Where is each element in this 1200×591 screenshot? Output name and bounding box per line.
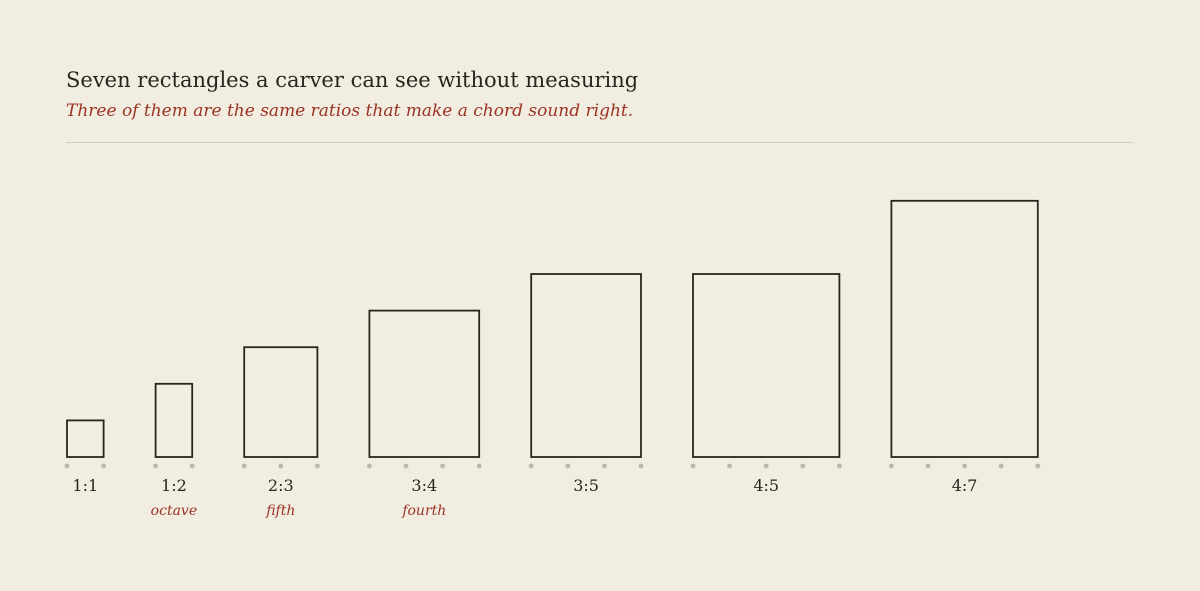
ratio-label: 1:2 — [161, 476, 187, 495]
interval-label: octave — [151, 503, 197, 519]
part-dot — [998, 463, 1004, 469]
ratio-label: 4:7 — [952, 476, 978, 495]
part-dot — [565, 463, 571, 469]
ratio-label: 3:5 — [573, 476, 599, 495]
ratio-rectangle — [530, 273, 642, 458]
part-dot — [690, 463, 696, 469]
ratio-label: 1:1 — [72, 476, 98, 495]
part-dot — [278, 463, 284, 469]
part-dot — [64, 463, 70, 469]
part-dot — [602, 463, 607, 469]
part-dot — [403, 463, 409, 469]
ratio-label: 2:3 — [268, 476, 294, 495]
ratio-rectangle — [692, 273, 841, 458]
part-dot — [1035, 463, 1041, 469]
part-dot — [889, 463, 894, 469]
ratio-label: 3:4 — [411, 476, 437, 495]
part-dot — [476, 463, 482, 469]
ratio-group-1-2: 1:2 octave — [151, 382, 197, 519]
ratio-group-3-4: 3:4 fourth — [367, 309, 482, 519]
part-dot — [763, 463, 769, 469]
divider-rule — [66, 142, 1133, 143]
part-dot — [101, 463, 106, 469]
part-dot — [962, 463, 967, 469]
part-dot — [837, 463, 842, 469]
part-dot — [241, 463, 247, 469]
ratio-rectangle — [890, 199, 1039, 458]
interval-label: fourth — [401, 503, 446, 519]
part-dot — [315, 463, 320, 469]
ratio-group-4-5: 4:5 — [690, 273, 842, 495]
ratio-group-2-3: 2:3 fifth — [241, 346, 320, 519]
part-dot — [440, 463, 445, 469]
interval-label: fifth — [265, 503, 295, 519]
part-dot — [189, 463, 195, 469]
ratio-rectangle — [243, 346, 319, 458]
ratio-label: 4:5 — [753, 476, 779, 495]
part-dot — [727, 463, 732, 469]
page-title: Seven rectangles a carver can see withou… — [66, 68, 639, 92]
ratio-rectangle — [66, 419, 105, 458]
part-dot — [153, 463, 159, 469]
part-dot — [638, 463, 644, 469]
part-dot — [367, 463, 372, 469]
part-dot — [925, 463, 931, 469]
ratio-group-1-1: 1:1 — [64, 419, 106, 495]
ratio-group-3-5: 3:5 — [528, 273, 644, 495]
ratio-rectangle — [368, 309, 481, 458]
ratio-group-4-7: 4:7 — [889, 199, 1041, 495]
ratio-rectangle — [154, 382, 194, 458]
part-dot — [528, 463, 534, 469]
page-subtitle: Three of them are the same ratios that m… — [66, 101, 634, 121]
part-dot — [800, 463, 806, 469]
